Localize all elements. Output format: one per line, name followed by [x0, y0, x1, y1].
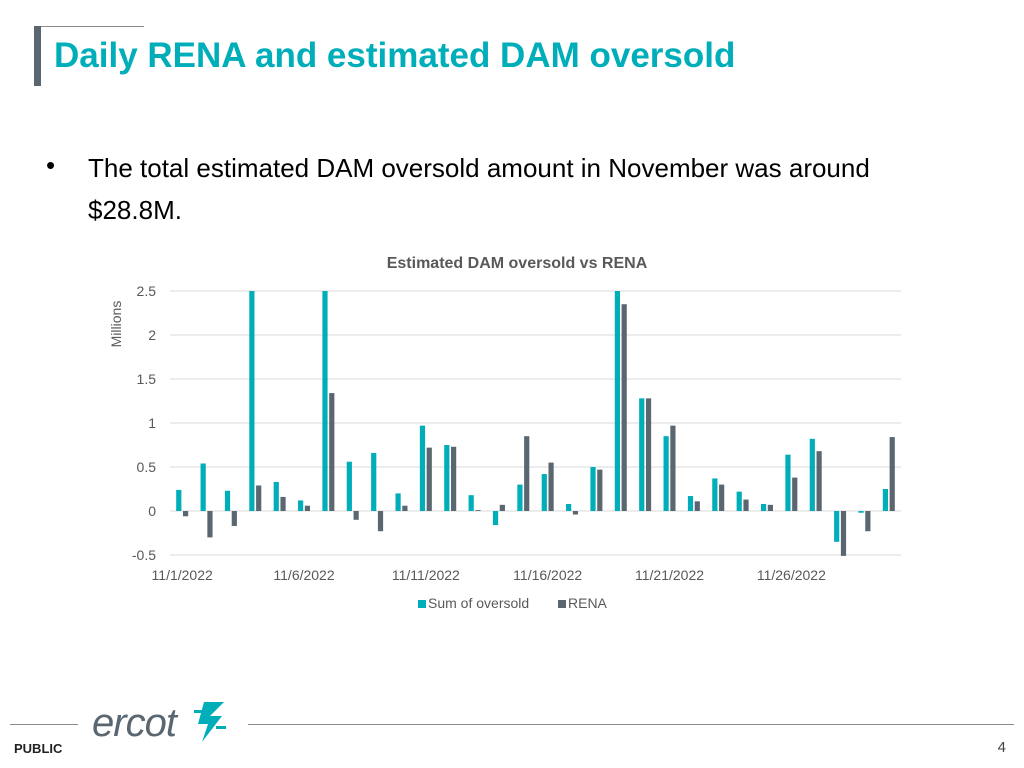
- slide-title: Daily RENA and estimated DAM oversold: [54, 36, 736, 75]
- oversold-bar: [298, 500, 304, 511]
- rena-bar: [767, 504, 773, 511]
- public-label: PUBLIC: [14, 741, 63, 756]
- rena-bar: [548, 462, 554, 511]
- oversold-bar: [200, 463, 206, 511]
- rena-bar: [743, 499, 749, 511]
- oversold-bar: [444, 445, 450, 511]
- oversold-bar: [322, 291, 328, 511]
- oversold-bar: [663, 436, 669, 511]
- ercot-lightning-star-icon: [194, 702, 226, 742]
- y-tick-label: 2.5: [137, 283, 157, 299]
- rena-bar: [694, 501, 700, 511]
- footer-divider-left: [10, 724, 78, 725]
- y-tick-label: 0: [148, 503, 156, 519]
- rena-bar: [451, 446, 457, 511]
- oversold-bar: [419, 425, 426, 511]
- y-axis-label: Millions: [108, 301, 124, 348]
- y-tick-label: 1: [148, 415, 156, 431]
- oversold-bar: [687, 496, 694, 511]
- oversold-bar: [590, 467, 596, 511]
- oversold-bar: [639, 398, 645, 511]
- bars: [176, 291, 895, 556]
- x-tick-label: 11/26/2022: [757, 567, 826, 583]
- y-tick-label: 0.5: [137, 459, 157, 475]
- y-tick-labels: -0.5 0 0.5 1 1.5 2 2.5: [132, 283, 156, 563]
- x-tick-label: 11/11/2022: [392, 567, 460, 583]
- oversold-bar: [541, 474, 547, 511]
- rena-bar: [207, 511, 213, 538]
- oversold-bar: [785, 454, 791, 511]
- rena-bar: [182, 511, 189, 517]
- rena-bar: [840, 511, 847, 556]
- page-number: 4: [997, 739, 1006, 756]
- rena-bar: [304, 505, 311, 511]
- x-tick-label: 11/21/2022: [635, 567, 704, 583]
- chart-title: Estimated DAM oversold vs RENA: [387, 255, 648, 272]
- oversold-bar: [834, 511, 840, 542]
- ercot-logo: ercot: [92, 701, 226, 745]
- x-tick-label: 11/16/2022: [513, 567, 582, 583]
- rena-bar: [719, 484, 725, 511]
- oversold-bar: [882, 489, 889, 511]
- oversold-bar: [176, 489, 182, 511]
- bullet-text: The total estimated DAM oversold amount …: [88, 153, 870, 225]
- rena-bar: [280, 496, 286, 511]
- bar-chart: Estimated DAM oversold vs RENA Millions …: [108, 255, 901, 611]
- x-tick-label: 11/1/2022: [152, 567, 213, 583]
- oversold-bar: [736, 491, 742, 511]
- rena-bar: [475, 510, 481, 511]
- oversold-bar: [517, 484, 523, 511]
- oversold-bar: [224, 490, 231, 511]
- oversold-bar: [371, 452, 377, 511]
- oversold-bar: [468, 495, 474, 511]
- rena-bar: [816, 451, 822, 511]
- x-tick-label: 11/6/2022: [273, 567, 334, 583]
- rena-bar: [792, 477, 798, 511]
- legend-label: Sum of oversold: [428, 595, 529, 611]
- rena-bar: [865, 511, 871, 532]
- title-accent-bar: [34, 26, 41, 86]
- oversold-bar: [249, 291, 255, 511]
- rena-bar: [329, 393, 335, 511]
- y-tick-label: -0.5: [132, 547, 156, 563]
- oversold-legend-swatch: [418, 600, 426, 608]
- rena-bar: [645, 398, 652, 511]
- oversold-bar: [809, 438, 815, 511]
- y-tick-label: 1.5: [137, 371, 157, 387]
- oversold-bar: [346, 461, 352, 511]
- logo-wordmark: ercot: [92, 701, 179, 745]
- rena-bar: [353, 511, 359, 520]
- rena-bar: [889, 437, 895, 511]
- gridlines: [170, 290, 901, 556]
- rena-legend-swatch: [558, 600, 566, 608]
- oversold-bar: [712, 478, 718, 511]
- oversold-bar: [566, 503, 572, 511]
- rena-bar: [670, 425, 676, 511]
- oversold-bar: [395, 493, 401, 511]
- bullet-point: •: [46, 150, 56, 180]
- oversold-bar: [858, 511, 864, 513]
- rena-bar: [231, 511, 237, 526]
- rena-bar: [597, 469, 603, 511]
- footer-divider-right: [248, 724, 1014, 725]
- title-accent-line: [36, 26, 144, 27]
- oversold-bar: [614, 291, 620, 511]
- rena-bar: [256, 485, 262, 511]
- rena-bar: [572, 511, 579, 515]
- rena-bar: [499, 504, 505, 511]
- rena-bar: [402, 505, 408, 511]
- y-tick-label: 2: [148, 327, 156, 343]
- legend: Sum of oversold RENA: [418, 595, 608, 611]
- rena-bar: [621, 304, 627, 511]
- oversold-bar: [492, 511, 499, 526]
- x-tick-labels: 11/1/2022 11/6/2022 11/11/2022 11/16/2022 11…: [152, 567, 827, 583]
- rena-bar: [524, 436, 530, 511]
- oversold-bar: [760, 503, 767, 511]
- legend-label: RENA: [568, 595, 608, 611]
- rena-bar: [377, 511, 384, 532]
- oversold-bar: [273, 481, 279, 511]
- rena-bar: [426, 447, 432, 511]
